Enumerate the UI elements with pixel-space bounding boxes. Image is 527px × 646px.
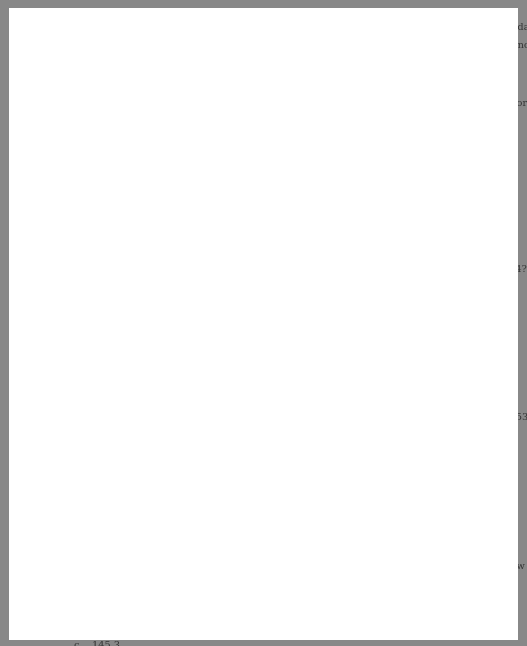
Text: a.   .144: a. .144 bbox=[74, 142, 114, 151]
Text: distributed.  Recall also that  zᵧ =  (̅x − μᵧ) / σᵧ   and  σᵧ = σ / √n.: distributed. Recall also that zᵧ = (̅x −… bbox=[24, 59, 344, 68]
Text: c.   .109: c. .109 bbox=[74, 178, 113, 187]
Text: be between 153 and 159?: be between 153 and 159? bbox=[53, 117, 189, 126]
Text: a.   .385: a. .385 bbox=[74, 290, 114, 299]
Text: d.   .325: d. .325 bbox=[74, 196, 114, 205]
Text: value?: value? bbox=[53, 579, 94, 589]
Text: 23.  What is the probability that a random sample of 15 students would have a me: 23. What is the probability that a rando… bbox=[34, 265, 527, 274]
Text: 22.  If I were to randomly sample 8 students, what is the probability that the s: 22. If I were to randomly sample 8 stude… bbox=[34, 99, 527, 108]
Text: deviation of 8.  Recall that the Central Limit Theorem allows us to test samplin: deviation of 8. Recall that the Central … bbox=[24, 41, 527, 50]
Text: 25.  A group of 5 test takers gather together.  It would be unusual to see their: 25. A group of 5 test takers gather toge… bbox=[34, 561, 527, 570]
Text: b.   162.5: b. 162.5 bbox=[74, 623, 120, 632]
Text: c.   .011: c. .011 bbox=[74, 326, 113, 335]
Text: b.   .865: b. .865 bbox=[74, 457, 114, 466]
Text: b.   .002: b. .002 bbox=[74, 308, 114, 317]
Text: d.   .075: d. .075 bbox=[74, 493, 114, 502]
Text: e.   .092: e. .092 bbox=[74, 362, 114, 371]
Text: c.   145.3: c. 145.3 bbox=[74, 641, 120, 646]
Text: The scores on the North Carolina Bar Exam are normally distributed with a mean o: The scores on the North Carolina Bar Exa… bbox=[24, 23, 527, 32]
Text: a.   151.3: a. 151.3 bbox=[74, 605, 120, 614]
Text: 24.  What is the probability that a random sample of 20 takers would have a mean: 24. What is the probability that a rando… bbox=[34, 413, 527, 422]
Text: a.   .953: a. .953 bbox=[74, 439, 114, 448]
Text: b.   .235: b. .235 bbox=[74, 160, 114, 169]
Text: c.   .047: c. .047 bbox=[74, 475, 113, 484]
Text: e.   .031: e. .031 bbox=[74, 214, 114, 224]
Text: e.   .842: e. .842 bbox=[74, 511, 114, 520]
Text: d.   .983: d. .983 bbox=[74, 344, 114, 353]
